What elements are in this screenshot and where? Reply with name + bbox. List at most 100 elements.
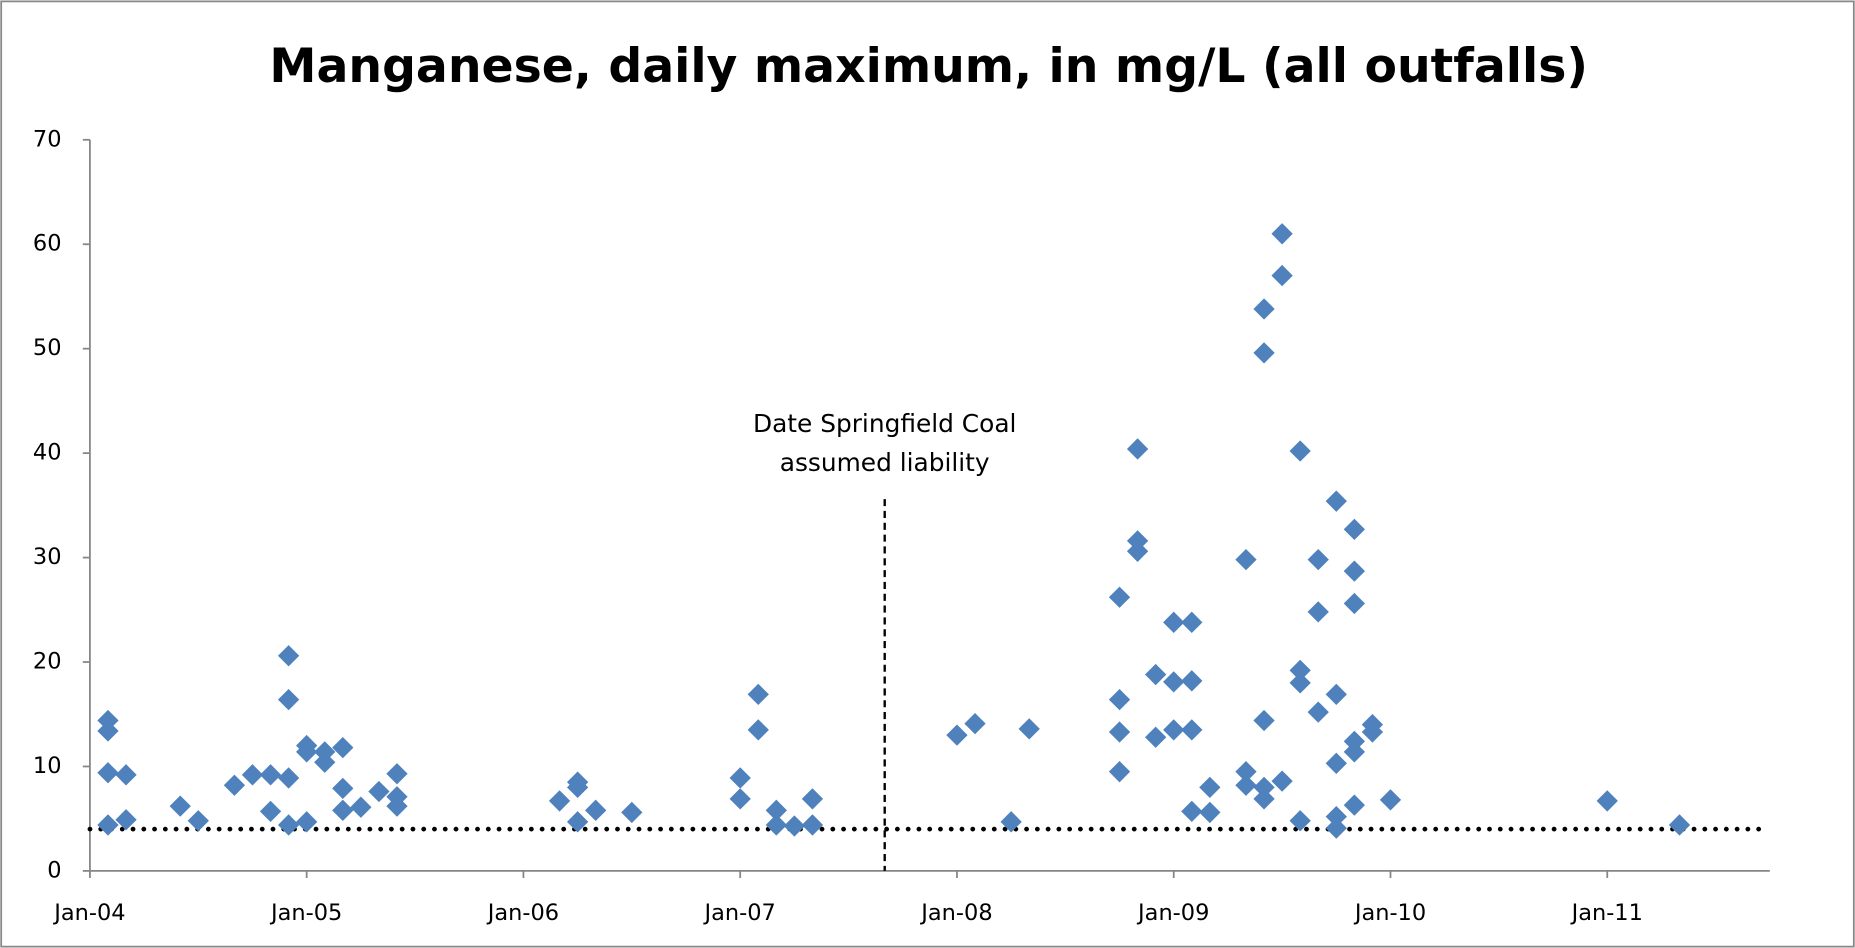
chart-title: Manganese, daily maximum, in mg/L (all o… [269,39,1588,94]
data-point [783,815,806,837]
x-tick-label: Jan-10 [1353,900,1426,926]
data-point [1253,709,1275,732]
data-point [548,790,571,812]
data-point [223,774,246,796]
data-point [585,799,607,821]
y-tick-label: 40 [33,440,62,466]
data-point [97,720,119,742]
x-tick-label: Jan-04 [52,900,125,926]
data-point [277,814,300,836]
data-point [1343,592,1366,615]
data-point [729,767,751,789]
data-point [729,788,751,810]
data-point [1235,774,1257,796]
data-point [1108,761,1131,783]
data-point [747,719,769,741]
data-point [386,795,408,817]
data-point [1235,549,1257,571]
data-point [115,764,137,786]
data-point [259,764,282,786]
data-point [97,814,119,836]
data-point [1145,726,1167,748]
data-point [1325,752,1347,774]
data-point [187,810,209,832]
annotation-text: Date Springfield Coal [753,409,1016,438]
data-point [259,800,282,823]
y-tick-label: 30 [33,544,62,570]
data-point [296,741,318,763]
data-point [621,801,643,824]
data-point [169,795,191,817]
data-point [1108,688,1131,711]
data-point [1145,663,1167,686]
data-point [1271,770,1293,792]
data-point [332,799,354,821]
data-point [765,799,787,821]
data-point [277,688,300,711]
data-point [277,645,300,667]
data-point [946,724,968,746]
data-point [1163,719,1185,741]
data-point [1108,586,1131,608]
data-point [1000,811,1022,833]
data-point [1343,518,1366,541]
x-tick-label: Jan-06 [486,900,559,926]
x-tick-label: Jan-07 [703,900,776,926]
data-point [1253,776,1275,798]
data-point [314,751,336,773]
data-point [277,767,300,789]
x-tick-label: Jan-08 [919,900,992,926]
y-tick-label: 20 [33,649,62,675]
data-point [1108,721,1131,743]
data-point [1343,794,1366,816]
y-tick-label: 0 [47,857,61,883]
x-tick-label: Jan-05 [269,900,342,926]
data-point [332,777,354,800]
data-point [296,811,318,833]
annotation-text: assumed liability [780,448,990,477]
x-tick-label: Jan-11 [1570,900,1643,926]
data-point [1325,817,1347,839]
data-point [801,788,824,810]
data-point [1271,264,1293,287]
data-point [1343,741,1366,763]
data-point [765,814,787,836]
y-tick-label: 10 [33,753,62,779]
data-point [350,796,372,818]
data-point [1163,611,1185,633]
data-point [1307,601,1329,623]
data-point [241,764,264,786]
y-tick-label: 60 [33,231,62,257]
data-point [1668,814,1691,836]
data-point [1199,801,1221,824]
data-point [1325,805,1347,828]
data-point [1199,776,1221,798]
data-point [1325,490,1347,512]
data-point [1163,671,1185,693]
data-point [1235,761,1257,783]
data-point [1307,701,1329,723]
data-point [368,780,390,803]
data-point [1361,721,1384,743]
data-point [1253,342,1275,364]
data-point [747,683,769,706]
data-point [1271,223,1293,245]
data-point [801,814,824,836]
data-point [566,811,589,833]
data-point [1325,683,1347,706]
data-point [1307,549,1329,571]
data-point [566,776,589,798]
y-tick-label: 50 [33,335,62,361]
data-point [386,763,408,785]
data-point [97,762,119,784]
data-point [964,712,986,735]
data-point [115,809,137,831]
y-tick-label: 70 [33,126,62,152]
data-point [1018,718,1040,740]
data-point [1343,560,1366,582]
x-tick-label: Jan-09 [1136,900,1209,926]
data-point [1253,298,1275,320]
